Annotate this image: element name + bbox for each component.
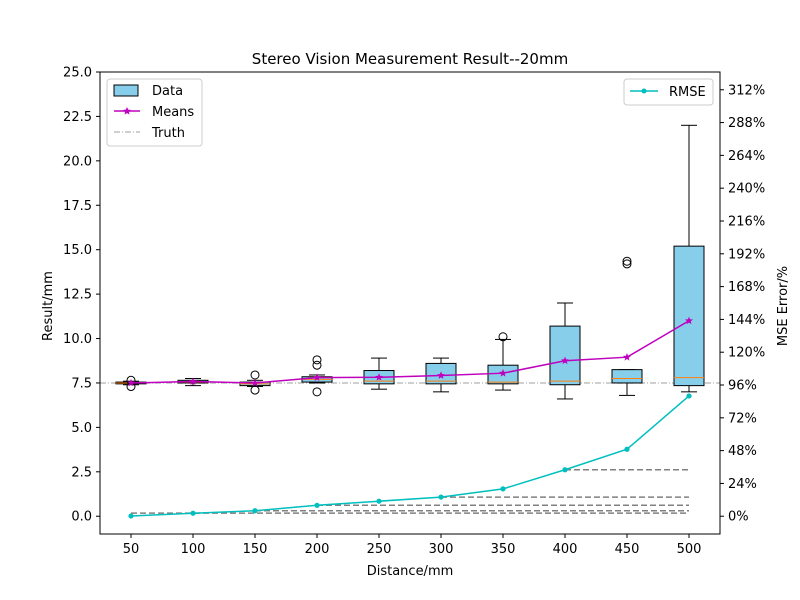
x-tick-label-400: 400 — [553, 542, 578, 557]
y2-tick-label-12: 288% — [728, 116, 765, 131]
x-tick-label-150: 150 — [243, 542, 268, 557]
rmse-point-400 — [562, 467, 568, 473]
y2-tick-label-11: 264% — [728, 149, 765, 164]
y-tick-label-9: 22.5 — [63, 110, 92, 125]
means-line — [130, 320, 690, 384]
box-350-flier-0 — [498, 332, 508, 342]
y2-axis-label: MSE Error/% — [776, 266, 791, 346]
means-point-350 — [499, 368, 507, 377]
rmse-point-300 — [438, 494, 444, 500]
rmse-point-200 — [314, 502, 320, 508]
rmse-point-150 — [252, 508, 258, 514]
y-tick-label-4: 10.0 — [63, 332, 92, 347]
y-tick-label-10: 25.0 — [63, 66, 92, 81]
rmse-point-350 — [500, 486, 506, 492]
y-tick-label-1: 2.5 — [71, 465, 92, 480]
legend-right-frame — [623, 78, 714, 106]
y-tick-label-2: 5.0 — [71, 421, 92, 436]
box-500-body — [673, 245, 705, 387]
y2-tick-label-0: 0% — [728, 510, 749, 525]
x-tick-label-200: 200 — [305, 542, 330, 557]
y2-tick-label-13: 312% — [728, 83, 765, 98]
box-200-flier-2 — [312, 355, 322, 365]
y2-tick-label-3: 72% — [728, 411, 757, 426]
box-150-flier-0 — [250, 385, 260, 395]
legend-means-marker — [123, 107, 131, 115]
y2-tick-label-9: 216% — [728, 214, 765, 229]
box-450-body — [611, 369, 643, 384]
x-tick-label-250: 250 — [367, 542, 392, 557]
x-tick-label-300: 300 — [429, 542, 454, 557]
y-tick-label-7: 17.5 — [63, 199, 92, 214]
y2-tick-label-6: 144% — [728, 313, 765, 328]
y-tick-label-0: 0.0 — [71, 510, 92, 525]
rmse-point-50 — [128, 513, 134, 519]
x-tick-label-350: 350 — [491, 542, 516, 557]
rmse-point-250 — [376, 498, 382, 504]
means-point-400 — [561, 356, 569, 365]
means-point-200 — [313, 373, 321, 382]
box-450-flier-1 — [622, 256, 632, 266]
box-150-flier-1 — [250, 370, 260, 380]
box-450-flier-0 — [622, 259, 632, 269]
x-tick-label-100: 100 — [181, 542, 206, 557]
legend-right: RMSE — [623, 78, 714, 106]
rmse-line — [130, 395, 690, 517]
means-point-150 — [251, 378, 259, 387]
y2-tick-label-10: 240% — [728, 182, 765, 197]
legend-data-label: Data — [152, 84, 183, 99]
y2-tick-label-4: 96% — [728, 379, 757, 394]
means-point-300 — [437, 371, 445, 379]
box-400-body — [549, 325, 581, 386]
rmse-point-450 — [624, 446, 630, 452]
y-tick-label-3: 7.5 — [71, 376, 92, 391]
legend-rmse-marker — [641, 88, 647, 94]
y-tick-label-5: 12.5 — [63, 288, 92, 303]
legend-means-label: Means — [152, 105, 194, 120]
x-axis-label: Distance/mm — [367, 564, 454, 579]
plot-frame — [99, 71, 721, 535]
y-tick-label-6: 15.0 — [63, 243, 92, 258]
means-point-500 — [685, 316, 693, 325]
box-200-flier-0 — [312, 387, 322, 397]
y2-tick-label-5: 120% — [728, 346, 765, 361]
x-tick-label-450: 450 — [615, 542, 640, 557]
means-point-450 — [623, 353, 631, 361]
y-tick-label-8: 20.0 — [63, 154, 92, 169]
y2-tick-label-1: 24% — [728, 477, 757, 492]
means-point-100 — [189, 377, 197, 385]
plot-area: 50 100 150 200 250 300 350 400 450 500 0.0 2.5 5.0 7.… — [63, 66, 765, 558]
legend-truth-label: Truth — [151, 126, 185, 141]
legend-rmse-label: RMSE — [669, 85, 706, 100]
rmse-point-500 — [686, 393, 692, 399]
legend-data-swatch — [113, 84, 139, 97]
means-point-50 — [127, 378, 135, 387]
rmse-point-100 — [190, 510, 196, 516]
y2-tick-label-2: 48% — [728, 444, 757, 459]
chart-title: Stereo Vision Measurement Result--20mm — [252, 50, 568, 68]
y-axis-label: Result/mm — [41, 271, 56, 341]
legend-left: Data Means Truth — [106, 78, 203, 147]
x-tick-label-50: 50 — [123, 542, 140, 557]
x-tick-label-500: 500 — [677, 542, 702, 557]
box-200-flier-1 — [312, 360, 322, 370]
y2-tick-label-8: 192% — [728, 247, 765, 262]
means-point-250 — [375, 373, 383, 381]
y2-tick-label-7: 168% — [728, 280, 765, 295]
